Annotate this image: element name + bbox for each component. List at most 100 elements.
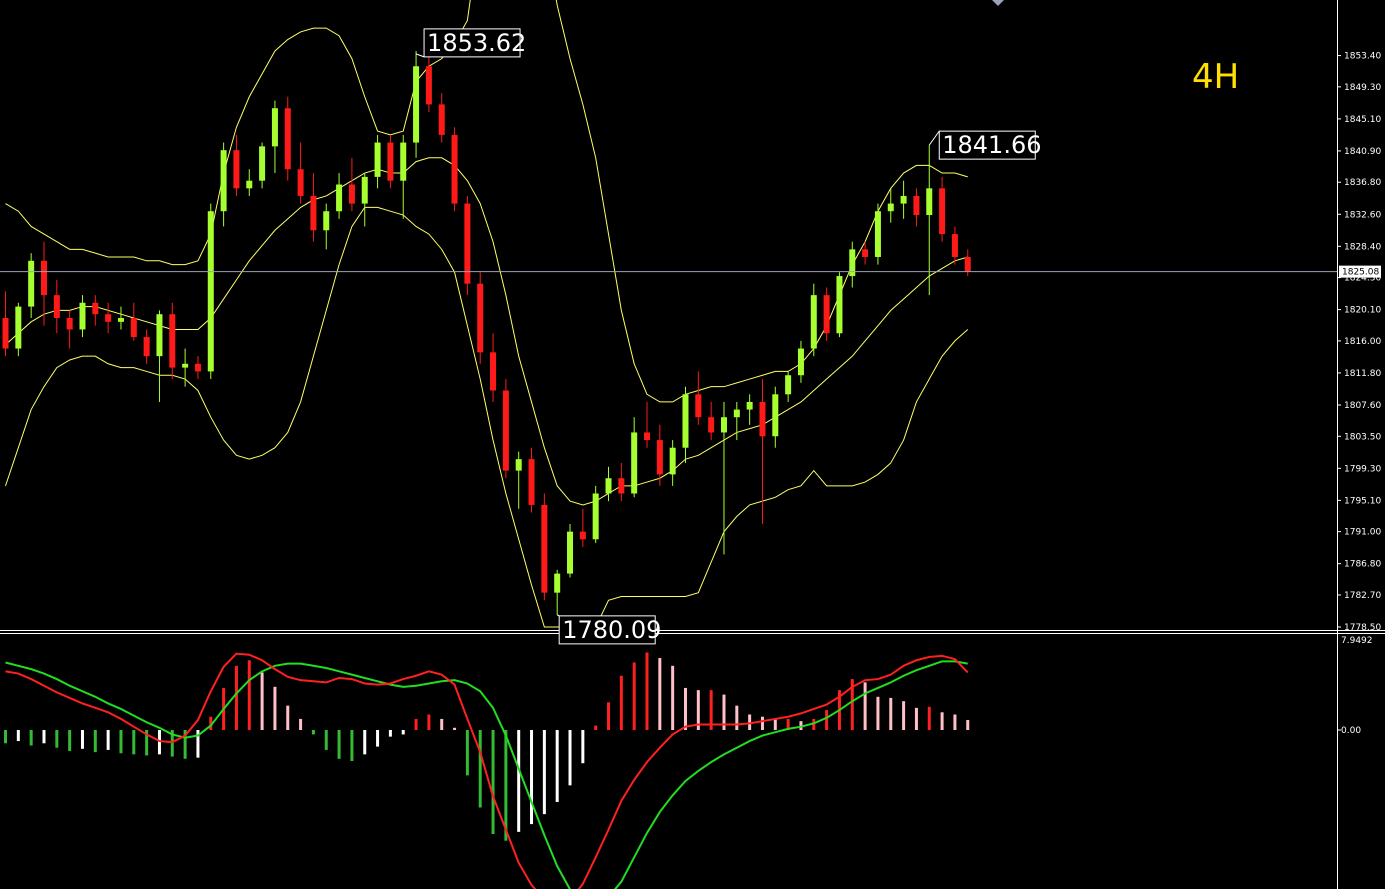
macd-bar bbox=[735, 705, 739, 730]
annotation-leader bbox=[415, 53, 425, 58]
candle bbox=[669, 440, 676, 486]
macd-bar bbox=[453, 727, 457, 730]
candle-body bbox=[554, 573, 561, 593]
macd-bar bbox=[273, 686, 277, 730]
candle bbox=[182, 348, 189, 387]
candle bbox=[631, 417, 638, 498]
macd-bar bbox=[632, 662, 636, 730]
candle bbox=[117, 306, 124, 330]
macd-bar bbox=[799, 721, 803, 730]
macd-bar bbox=[491, 730, 495, 835]
candle-body bbox=[720, 417, 727, 433]
candle bbox=[528, 447, 535, 513]
macd-bar bbox=[170, 730, 174, 757]
macd-bar bbox=[401, 730, 405, 735]
candle-body bbox=[310, 195, 317, 231]
macd-bar bbox=[80, 730, 84, 749]
bollinger-bands bbox=[5, 0, 969, 628]
candle-body bbox=[169, 314, 176, 368]
candle-body bbox=[541, 504, 548, 593]
candle bbox=[515, 451, 522, 509]
macd-bar bbox=[619, 675, 623, 730]
candle-body bbox=[733, 409, 740, 418]
macd-bar bbox=[748, 714, 752, 730]
candle-body bbox=[823, 295, 830, 334]
candle bbox=[720, 401, 727, 555]
candle bbox=[836, 272, 843, 338]
price-tick-label: 1853.40 bbox=[1344, 52, 1381, 62]
candle-body bbox=[797, 348, 804, 376]
macd-bar bbox=[863, 682, 867, 730]
candle-body bbox=[348, 184, 355, 204]
bollinger-upper bbox=[5, 0, 968, 403]
candle-body bbox=[143, 337, 150, 357]
macd-bar bbox=[953, 714, 957, 730]
candle bbox=[284, 96, 291, 181]
candle bbox=[400, 134, 407, 219]
macd-bar bbox=[594, 725, 598, 730]
candle-body bbox=[413, 66, 420, 143]
price-tick-label: 1845.10 bbox=[1344, 115, 1381, 125]
candle-body bbox=[644, 432, 650, 441]
price-tick-label: 1778.50 bbox=[1344, 623, 1381, 633]
macd-bar bbox=[196, 730, 200, 758]
extreme-annotation: 1853.62 bbox=[415, 28, 526, 58]
macd-bar bbox=[542, 730, 546, 815]
annotation-box bbox=[558, 615, 656, 645]
candle bbox=[939, 176, 946, 242]
candle bbox=[644, 401, 650, 448]
candle bbox=[92, 295, 99, 326]
candle-body bbox=[708, 417, 715, 433]
candle bbox=[785, 371, 792, 402]
macd-bar bbox=[29, 730, 33, 746]
candle-body bbox=[759, 401, 766, 437]
candle-body bbox=[2, 318, 9, 349]
candle-body bbox=[53, 295, 60, 319]
bollinger-middle bbox=[5, 157, 968, 506]
candle bbox=[579, 508, 586, 547]
candle-body bbox=[592, 493, 599, 540]
macd-bar bbox=[157, 730, 161, 755]
scroll-marker-icon[interactable] bbox=[992, 0, 1004, 6]
macd-main-line bbox=[5, 652, 969, 889]
candle-body bbox=[92, 302, 99, 315]
candle bbox=[541, 493, 548, 601]
price-tick-label: 1840.90 bbox=[1344, 147, 1381, 157]
candle bbox=[259, 142, 266, 189]
candle-body bbox=[464, 203, 471, 284]
candle bbox=[605, 466, 612, 502]
macd-bar bbox=[260, 672, 264, 730]
candle-body bbox=[926, 188, 933, 216]
candle-body bbox=[849, 249, 856, 277]
candle-body bbox=[233, 150, 240, 189]
macd-bar bbox=[927, 706, 931, 730]
macd-bar bbox=[145, 730, 149, 756]
price-annotations: 1853.62 1841.66 1780.09 bbox=[415, 28, 1042, 645]
candle-body bbox=[964, 256, 971, 272]
candle bbox=[413, 50, 420, 158]
candle-body bbox=[451, 134, 458, 204]
candle-body bbox=[28, 260, 35, 307]
candle-body bbox=[425, 66, 432, 105]
candle-body bbox=[656, 440, 663, 475]
macd-histogram bbox=[4, 652, 970, 841]
candle bbox=[502, 379, 509, 479]
macd-bar bbox=[645, 652, 649, 730]
price-tick-label: 1832.60 bbox=[1344, 210, 1381, 220]
candle bbox=[900, 180, 907, 219]
candle bbox=[733, 401, 740, 441]
price-tick-label: 1836.80 bbox=[1344, 178, 1381, 188]
candle bbox=[823, 287, 830, 341]
macd-bar bbox=[607, 702, 611, 730]
candle-body bbox=[618, 478, 625, 494]
macd-bar bbox=[876, 696, 880, 730]
candle-body bbox=[836, 276, 843, 334]
candle-body bbox=[874, 211, 881, 257]
candle bbox=[772, 386, 779, 448]
candle bbox=[438, 92, 445, 143]
candle-body bbox=[156, 314, 163, 357]
timeframe-label: 4H bbox=[1192, 57, 1239, 97]
candle bbox=[708, 401, 715, 441]
candle bbox=[554, 569, 561, 615]
